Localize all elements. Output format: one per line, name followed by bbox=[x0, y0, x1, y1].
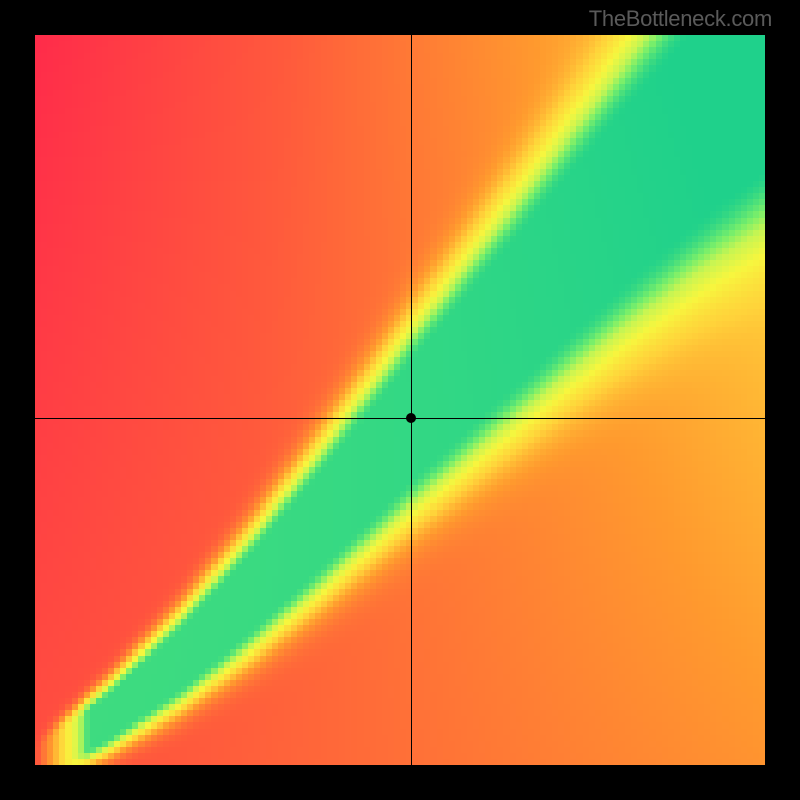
marker-dot bbox=[406, 413, 416, 423]
watermark-text: TheBottleneck.com bbox=[589, 6, 772, 32]
crosshair-vertical bbox=[411, 35, 412, 765]
heatmap-plot-area bbox=[35, 35, 765, 765]
crosshair-horizontal bbox=[35, 418, 765, 419]
bottleneck-heatmap bbox=[35, 35, 765, 765]
